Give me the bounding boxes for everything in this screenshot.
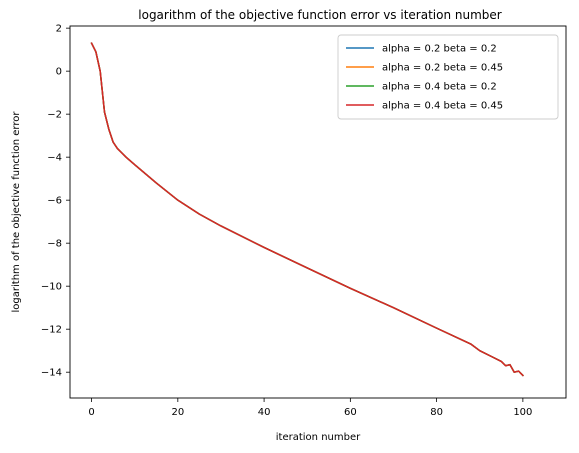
x-tick-label: 60 [344, 407, 357, 418]
y-tick-label: −12 [41, 325, 62, 336]
plot-frame [69, 25, 567, 399]
x-axis-label: iteration number [276, 432, 361, 443]
legend-box [337, 34, 559, 120]
y-tick-label: −6 [47, 196, 62, 207]
legend-label: alpha = 0.2 beta = 0.45 [382, 63, 503, 74]
chart-title: logarithm of the objective function erro… [138, 8, 502, 22]
y-tick-label: −4 [47, 153, 62, 164]
x-tick-label: 100 [513, 407, 532, 418]
y-axis: 2 0 −2 −4 −6 −8 −10 −12 −14 [41, 24, 70, 379]
y-tick-label: −2 [47, 110, 62, 121]
y-axis-label: logarithm of the objective function erro… [11, 111, 22, 313]
legend: alpha = 0.2 beta = 0.2 alpha = 0.2 beta =… [337, 34, 559, 120]
x-tick-label: 80 [430, 407, 443, 418]
legend-label: alpha = 0.4 beta = 0.2 [382, 82, 497, 93]
y-tick-label: −14 [41, 368, 62, 379]
y-tick-label: −8 [47, 239, 62, 250]
legend-label: alpha = 0.2 beta = 0.2 [382, 44, 497, 55]
x-axis: 0 20 40 60 80 100 [88, 398, 532, 418]
plot-area [90, 42, 524, 377]
y-tick-label: −10 [41, 282, 62, 293]
y-tick-label: 2 [56, 24, 62, 35]
y-tick-label: 0 [56, 67, 62, 78]
x-tick-label: 0 [88, 407, 94, 418]
x-tick-label: 40 [258, 407, 271, 418]
legend-label: alpha = 0.4 beta = 0.45 [382, 101, 503, 112]
x-tick-label: 20 [171, 407, 184, 418]
series-line-4 [90, 42, 524, 377]
